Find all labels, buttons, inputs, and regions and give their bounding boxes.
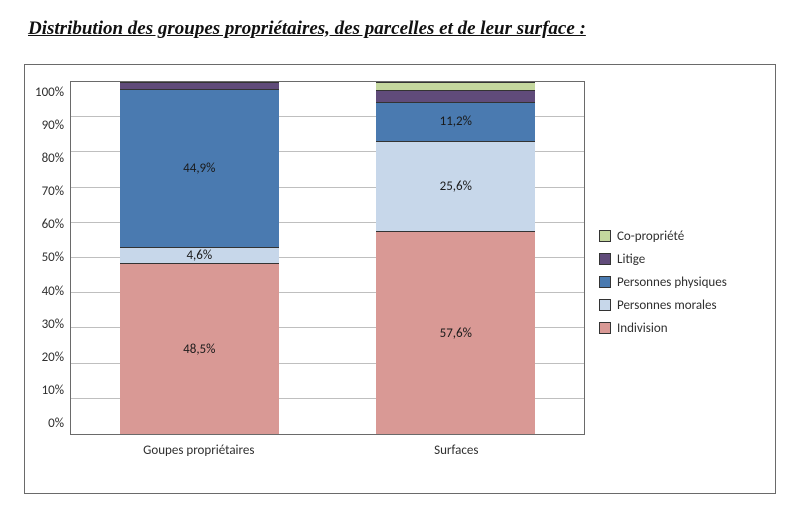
bar-segment-label: 25,6% — [440, 179, 472, 194]
bar-segment-personnes_morales: 4,6% — [120, 247, 279, 263]
bar-segment-indivision: 57,6% — [376, 231, 535, 434]
bar-segment-personnes_physiques: 44,9% — [120, 89, 279, 247]
y-tick-label: 50% — [42, 250, 64, 265]
bar-segment-personnes_morales: 25,6% — [376, 141, 535, 231]
legend-swatch — [599, 322, 611, 334]
legend-swatch — [599, 299, 611, 311]
x-tick-label: Surfaces — [328, 443, 585, 458]
plot-area: 48,5% 4,6% 44,9% 57,6% 25,6% 11,2% — [70, 81, 585, 435]
plot-and-xaxis: 48,5% 4,6% 44,9% 57,6% 25,6% 11,2% Goupes pro… — [70, 81, 585, 483]
y-axis: 100% 90% 80% 70% 60% 50% 40% 30% 20% 10% 0% — [35, 85, 70, 431]
legend-label: Litige — [617, 252, 645, 267]
y-tick-label: 70% — [42, 184, 64, 199]
y-tick-label: 60% — [42, 217, 64, 232]
legend-item-personnes_physiques: Personnes physiques — [599, 275, 765, 290]
legend-label: Indivision — [617, 321, 668, 336]
y-tick-label: 40% — [42, 284, 64, 299]
bar-stack: 48,5% 4,6% 44,9% — [120, 82, 279, 434]
category: 48,5% 4,6% 44,9% — [71, 82, 327, 434]
page-title: Distribution des groupes propriétaires, … — [28, 18, 776, 40]
legend-item-co_propriete: Co-propriété — [599, 229, 765, 244]
y-tick-label: 0% — [48, 416, 64, 431]
bar-segment-label: 11,2% — [440, 114, 472, 129]
legend-item-personnes_morales: Personnes morales — [599, 298, 765, 313]
bar-segment-co_propriete — [376, 82, 535, 90]
legend-swatch — [599, 253, 611, 265]
bar-segment-litige — [120, 82, 279, 89]
plot-column: 100%90%80%70%60%50%40%30%20%10%0% 48,5%4… — [35, 81, 585, 483]
legend-label: Personnes morales — [617, 298, 717, 313]
y-tick-label: 20% — [42, 350, 64, 365]
bar-segment-label: 48,5% — [183, 342, 215, 357]
chart-body: 100%90%80%70%60%50%40%30%20%10%0% 48,5%4… — [35, 81, 765, 483]
x-tick-label: Goupes propriétaires — [70, 443, 327, 458]
bar-segment-label: 4,6% — [186, 248, 212, 263]
bar-segment-litige — [376, 90, 535, 102]
page: Distribution des groupes propriétaires, … — [0, 0, 800, 522]
legend-swatch — [599, 276, 611, 288]
legend-label: Co-propriété — [617, 229, 684, 244]
x-axis: Goupes propriétairesSurfaces — [70, 443, 585, 458]
bar-segment-indivision: 48,5% — [120, 263, 279, 434]
y-tick-label: 80% — [42, 151, 64, 166]
y-tick-label: 90% — [42, 118, 64, 133]
legend: Co-propriété Litige Personnes physiques Per… — [585, 81, 765, 483]
y-tick-label: 30% — [42, 317, 64, 332]
category: 57,6% 25,6% 11,2% — [328, 82, 584, 434]
bar-segment-personnes_physiques: 11,2% — [376, 102, 535, 141]
y-tick-label: 10% — [42, 383, 64, 398]
bar-stack: 57,6% 25,6% 11,2% — [376, 82, 535, 434]
chart-frame: 100%90%80%70%60%50%40%30%20%10%0% 48,5%4… — [24, 64, 776, 494]
legend-swatch — [599, 230, 611, 242]
bar-segment-label: 57,6% — [440, 326, 472, 341]
y-tick-label: 100% — [35, 85, 64, 100]
bar-segment-label: 44,9% — [183, 161, 215, 176]
legend-item-indivision: Indivision — [599, 321, 765, 336]
legend-label: Personnes physiques — [617, 275, 727, 290]
bars-container: 48,5% 4,6% 44,9% 57,6% 25,6% 11,2% — [71, 82, 584, 434]
legend-item-litige: Litige — [599, 252, 765, 267]
